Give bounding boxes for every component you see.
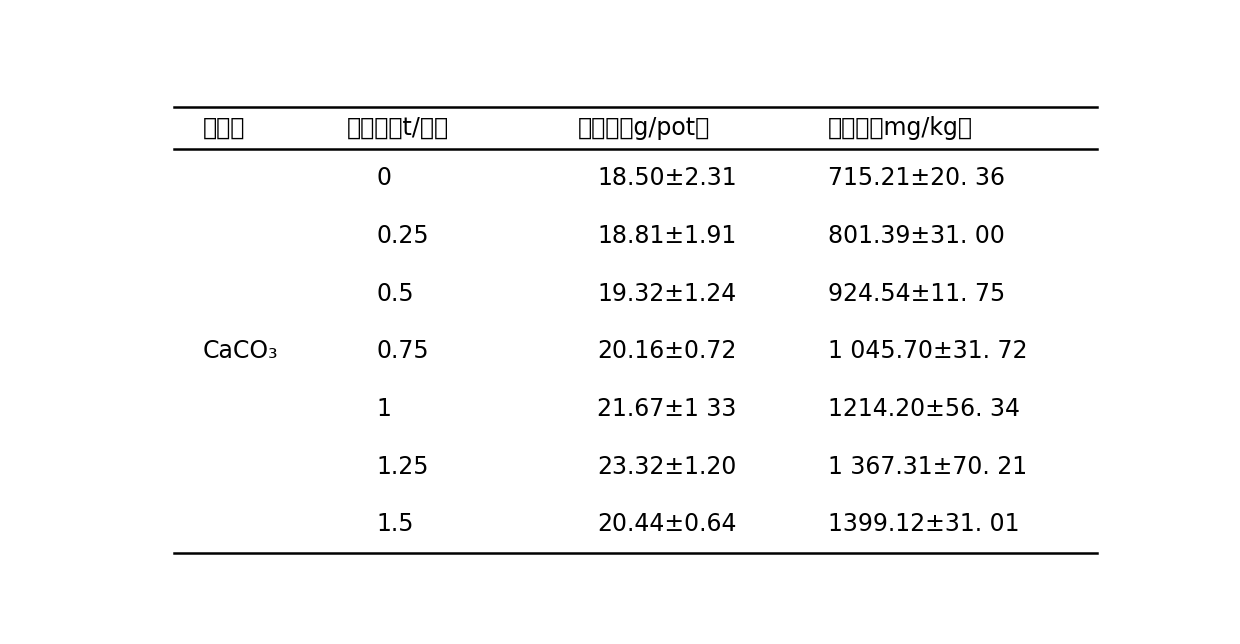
Text: 1 045.70±31. 72: 1 045.70±31. 72 [828, 339, 1027, 363]
Text: 1: 1 [376, 397, 391, 421]
Text: 18.50±2.31: 18.50±2.31 [596, 166, 737, 190]
Text: 锑含量（mg/kg）: 锑含量（mg/kg） [828, 116, 972, 140]
Text: 801.39±31. 00: 801.39±31. 00 [828, 223, 1004, 248]
Text: 18.81±1.91: 18.81±1.91 [596, 223, 737, 248]
Text: 1399.12±31. 01: 1399.12±31. 01 [828, 513, 1019, 536]
Text: 处理组（t/亩）: 处理组（t/亩） [347, 116, 449, 140]
Text: 715.21±20. 36: 715.21±20. 36 [828, 166, 1004, 190]
Text: 1.5: 1.5 [376, 513, 413, 536]
Text: 0.25: 0.25 [376, 223, 429, 248]
Text: 生物量（g/pot）: 生物量（g/pot） [578, 116, 711, 140]
Text: 20.16±0.72: 20.16±0.72 [596, 339, 737, 363]
Text: 活化剂: 活化剂 [203, 116, 246, 140]
Text: 21.67±1 33: 21.67±1 33 [596, 397, 737, 421]
Text: 924.54±11. 75: 924.54±11. 75 [828, 281, 1004, 305]
Text: 1 367.31±70. 21: 1 367.31±70. 21 [828, 455, 1027, 478]
Text: 19.32±1.24: 19.32±1.24 [596, 281, 737, 305]
Text: 1.25: 1.25 [376, 455, 429, 478]
Text: CaCO₃: CaCO₃ [203, 339, 279, 363]
Text: 0.75: 0.75 [376, 339, 429, 363]
Text: 23.32±1.20: 23.32±1.20 [596, 455, 737, 478]
Text: 0.5: 0.5 [376, 281, 414, 305]
Text: 0: 0 [376, 166, 391, 190]
Text: 1214.20±56. 34: 1214.20±56. 34 [828, 397, 1019, 421]
Text: 20.44±0.64: 20.44±0.64 [596, 513, 737, 536]
